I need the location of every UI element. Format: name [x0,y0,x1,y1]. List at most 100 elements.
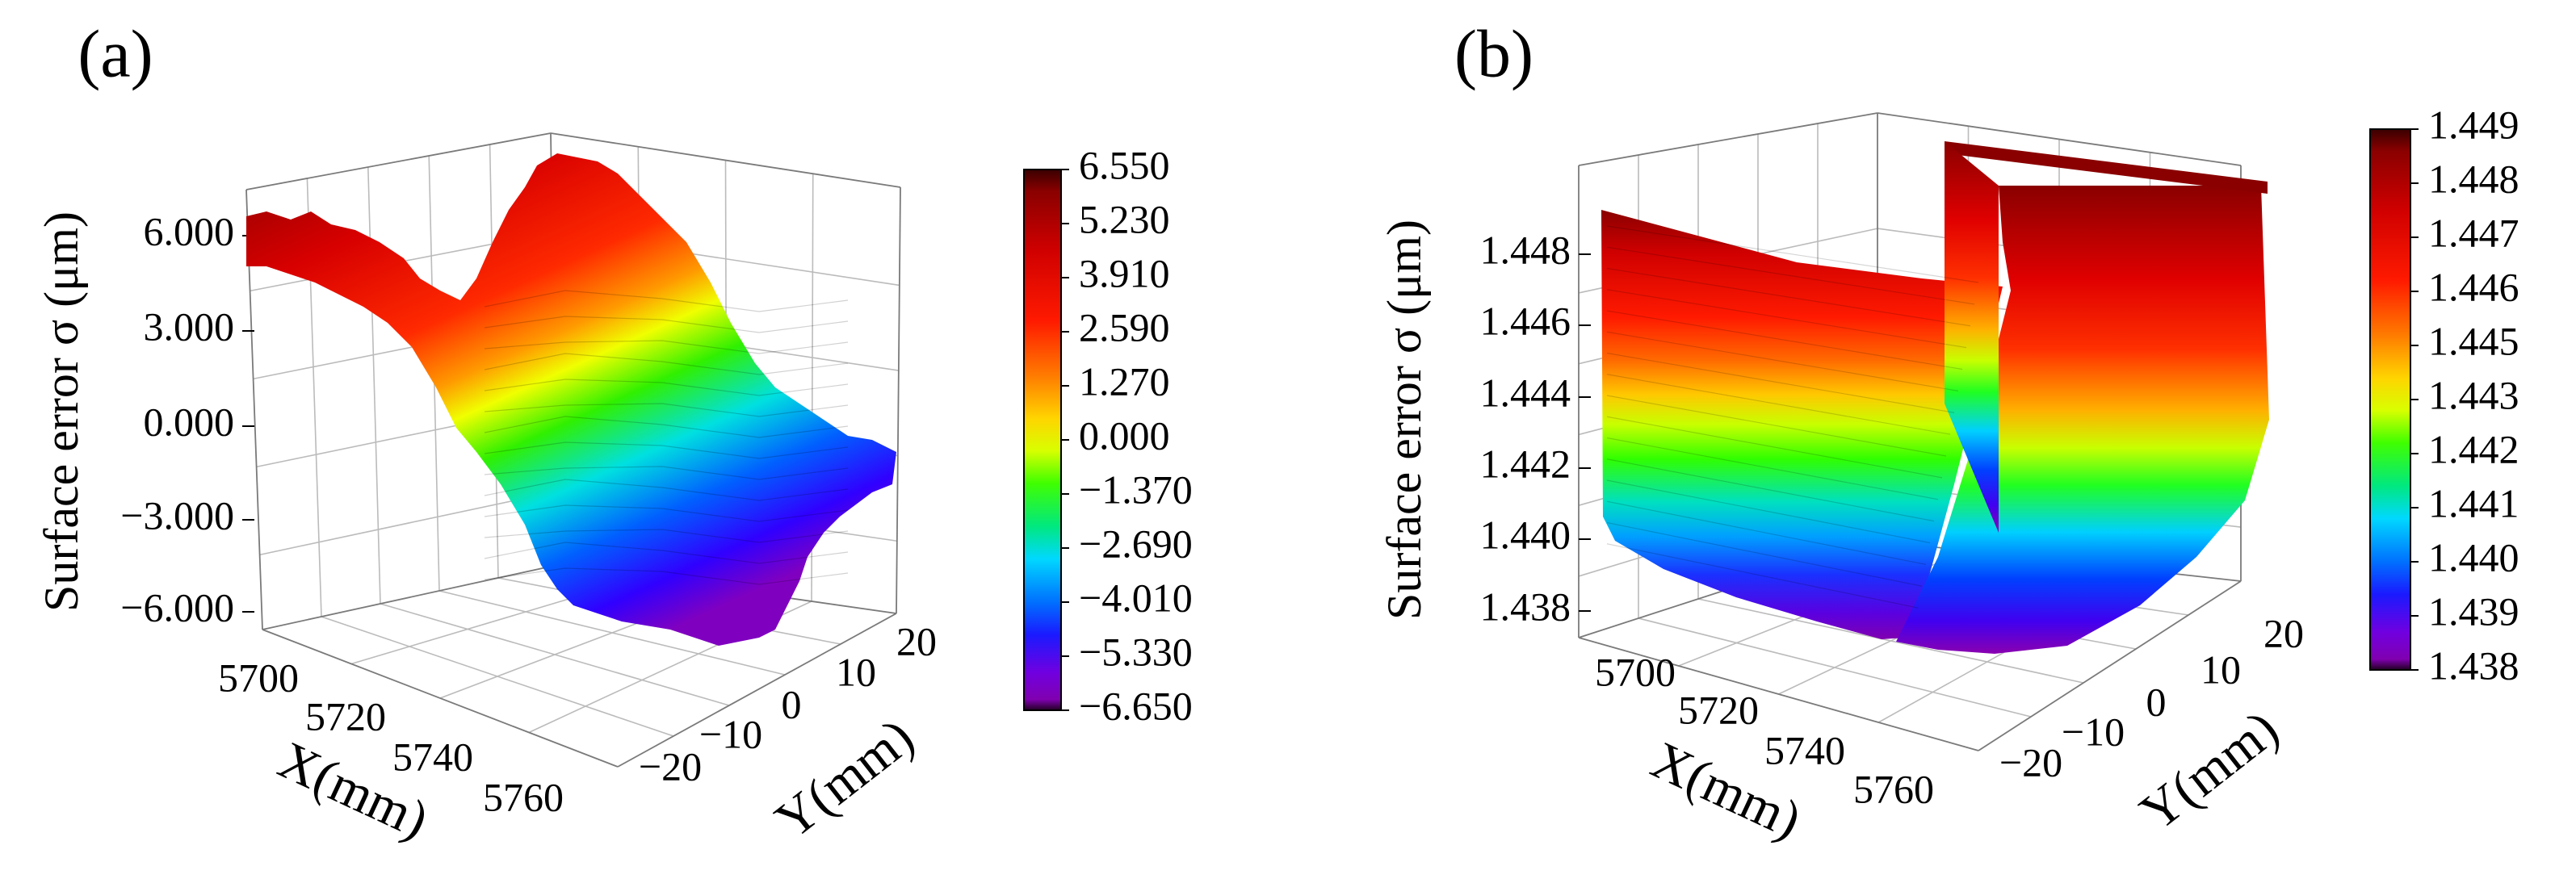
panel-a-mesh-line [484,567,849,585]
panel-b-surface-left [1601,210,2003,639]
panel-b-frame-edge [1578,112,1878,166]
panel-a-z-tick-label: −3.000 [120,492,234,538]
panel-a-wall-grid [259,491,556,556]
panel-a-mesh-line [484,340,849,354]
panel-a-frame-edge [245,132,552,190]
panel-b-x-tick-label: 5700 [1595,649,1676,694]
panel-b-z-tick-label: 1.438 [1480,584,1571,629]
panel-a-mesh-line [484,442,849,459]
panel-a-mesh-line [484,529,849,543]
panel-b-mesh-line [1606,352,1955,413]
panel-b-colorbar-label: 1.439 [2428,588,2519,634]
panel-a-frame-edge [617,613,897,768]
panel-b-mesh-line [1606,500,1927,565]
panel-a-colorbar-label: 2.590 [1079,304,1170,349]
panel-b-frame-edge [1578,637,1979,751]
panel-a-colorbar-label: 0.000 [1079,412,1170,458]
panel-b-mesh-line [1606,543,1919,609]
panel-b-mesh-line [1606,246,1975,305]
panel-a-x-tick-label: 5720 [305,693,386,739]
panel-a-z-tick-label: 6.000 [144,208,235,253]
panel-a-frame-edge [262,564,558,630]
panel-a-y-tick-label: −20 [639,743,702,789]
panel-a-y-tick-label: 10 [836,649,876,694]
panel-a-colorbar-label: −4.010 [1079,575,1193,620]
panel-a-mesh-line [484,504,849,522]
panel-a-colorbar-label: −2.690 [1079,521,1193,566]
panel-a-frame-edge [262,629,619,768]
panel-b-mesh-line [1606,458,1935,522]
panel-b-colorbar-label: 1.445 [2428,318,2519,363]
panel-b-z-axis-label: Surface error σ (μm) [1378,220,1431,620]
panel-b-colorbar [2369,128,2411,671]
panel-b-y-tick-label: −20 [1999,739,2062,785]
panel-a-colorbar-label: 1.270 [1079,358,1170,404]
panel-b-mesh-line [1606,479,1931,544]
panel-a-mesh-line [484,353,849,375]
panel-a-frame-edge [896,186,901,614]
panel-b-mesh-line [1606,289,1967,349]
panel-b-colorbar-label: 1.440 [2428,534,2519,580]
panel-b-y-tick-label: 20 [2263,610,2304,655]
panel-a-z-tick-label: −6.000 [120,584,234,630]
panel-b-mesh-line [1606,521,1923,587]
panel-a-y-tick-label: 20 [896,618,937,663]
panel-a-colorbar [1023,169,1062,711]
panel-a-z-tick-label: 0.000 [144,399,235,444]
panel-a-floor-grid [321,616,674,737]
panel-b-surface-inner [1945,141,1999,533]
panel-b-mesh-line [1606,416,1943,479]
panel-b-z-tick-label: 1.442 [1480,441,1571,486]
panel-b-mesh-line [1606,374,1951,435]
panel-b-label: (b) [1454,16,1533,91]
panel-b-colorbar-label: 1.438 [2428,642,2519,688]
panel-b-z-tick-label: 1.444 [1480,370,1571,415]
panel-a-colorbar-label: 6.550 [1079,142,1170,187]
panel-a-y-axis-label: Y(mm) [765,707,925,850]
panel-a-x-tick-label: 5700 [218,655,299,700]
panel-b-z-tick-label: 1.446 [1480,298,1571,343]
panel-a-mesh-line [484,379,849,396]
panel-a-wall-grid [367,166,381,605]
panel-b-mesh-line [1606,225,1979,283]
panel-a-colorbar-label: 3.910 [1079,250,1170,295]
panel-a-z-tick-label: 3.000 [144,303,235,349]
panel-a-colorbar-label: −6.650 [1079,683,1193,728]
panel-a-z-axis-label: Surface error σ (μm) [35,211,88,612]
panel-a-x-tick-label: 5760 [483,774,564,819]
panel-b-colorbar-label: 1.441 [2428,480,2519,525]
panel-a-colorbar-label: −1.370 [1079,467,1193,512]
panel-a-mesh-line [484,466,849,480]
panel-b-mesh-line [1606,437,1939,500]
panel-a-x-tick-label: 5740 [392,734,473,779]
panel-b-x-tick-label: 5720 [1678,687,1759,732]
panel-b-z-tick-label: 1.448 [1480,227,1571,272]
panel-b-z-tick-label: 1.440 [1480,512,1571,557]
panel-a-mesh-line [484,403,849,417]
panel-a-mesh-line [484,479,849,501]
surface-layer [246,141,2269,654]
panel-a-mesh-line [484,316,849,333]
panel-b-y-tick-label: 10 [2201,647,2241,692]
panel-b-surface-right [1896,186,2269,654]
panel-b-mesh-line [1606,331,1959,391]
panel-b-colorbar-label: 1.442 [2428,426,2519,471]
panel-b-colorbar-label: 1.443 [2428,372,2519,417]
text-layer: (a) −6.000 −3.000 0.000 3.000 6.000 Surface er… [35,16,2519,850]
panel-b-colorbar-label: 1.448 [2428,156,2519,201]
panel-a-mesh-line [484,290,849,312]
panel-a-mesh-line [484,416,849,438]
panel-a-colorbar-label: 5.230 [1079,196,1170,241]
panel-a-label: (a) [78,16,153,91]
panel-a-y-tick-label: 0 [782,681,802,726]
panel-a-floor-grid [438,590,786,676]
panel-a-floor-grid [380,603,730,706]
panel-b-mesh-line [1606,267,1971,327]
panel-b-colorbar-label: 1.447 [2428,210,2519,255]
panel-b-mesh-line [1606,310,1963,370]
panel-b-mesh-line [1606,395,1947,457]
panel-a-surface [246,153,896,646]
panel-b-x-tick-label: 5740 [1764,727,1845,772]
